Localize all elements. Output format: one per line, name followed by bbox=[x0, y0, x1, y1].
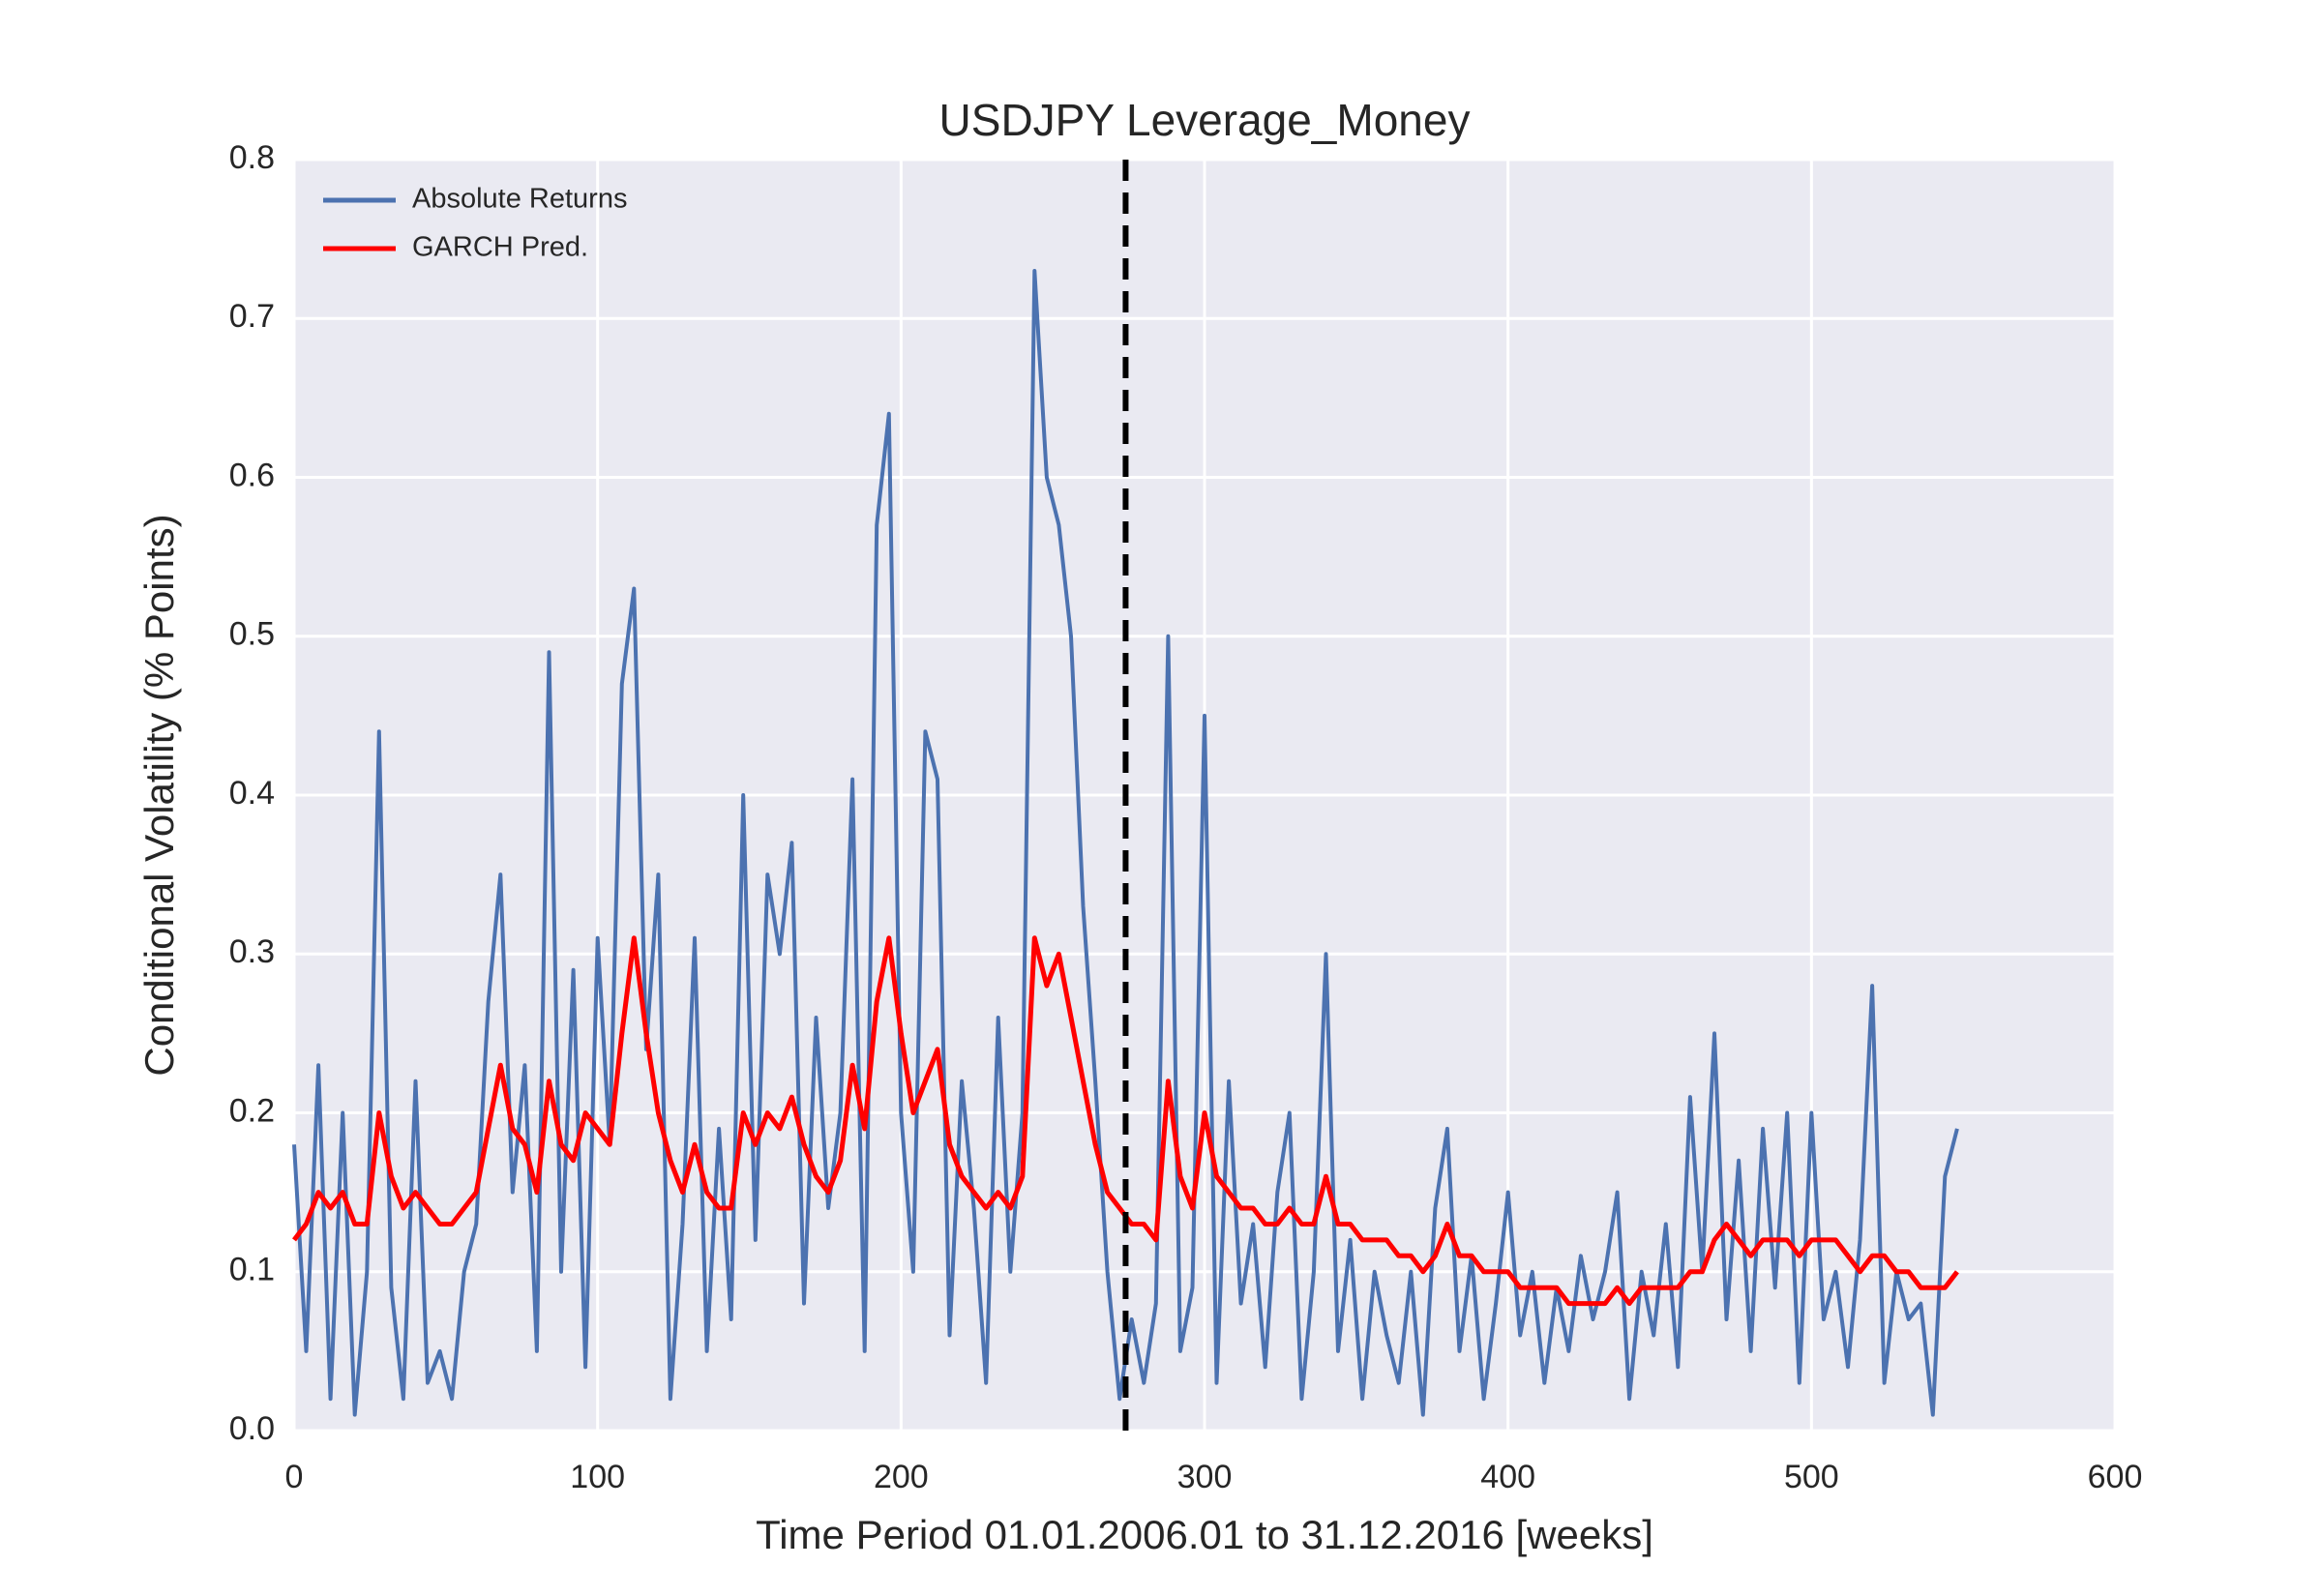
x-tick-label: 500 bbox=[1784, 1459, 1839, 1495]
y-tick-label: 0.2 bbox=[229, 1092, 275, 1129]
x-tick-label: 100 bbox=[570, 1459, 625, 1495]
x-axis-label: Time Period 01.01.2006.01 to 31.12.2016 … bbox=[756, 1512, 1653, 1557]
y-tick-label: 0.0 bbox=[229, 1410, 275, 1447]
y-tick-label: 0.5 bbox=[229, 616, 275, 653]
y-tick-label: 0.6 bbox=[229, 457, 275, 493]
legend-label: Absolute Returns bbox=[412, 184, 627, 215]
legend-label: GARCH Pred. bbox=[412, 232, 588, 263]
x-tick-label: 400 bbox=[1480, 1459, 1535, 1495]
x-tick-label: 0 bbox=[285, 1459, 304, 1495]
y-tick-label: 0.7 bbox=[229, 298, 275, 335]
x-tick-label: 300 bbox=[1177, 1459, 1233, 1495]
y-axis-label: Conditional Volatility (% Points) bbox=[136, 514, 182, 1076]
y-tick-label: 0.3 bbox=[229, 933, 275, 970]
x-tick-label: 200 bbox=[874, 1459, 929, 1495]
x-tick-label: 600 bbox=[2088, 1459, 2143, 1495]
y-tick-label: 0.4 bbox=[229, 775, 275, 812]
y-tick-label: 0.1 bbox=[229, 1252, 275, 1288]
y-tick-label: 0.8 bbox=[229, 139, 275, 176]
chart-title: USDJPY Leverage_Money bbox=[939, 95, 1471, 145]
